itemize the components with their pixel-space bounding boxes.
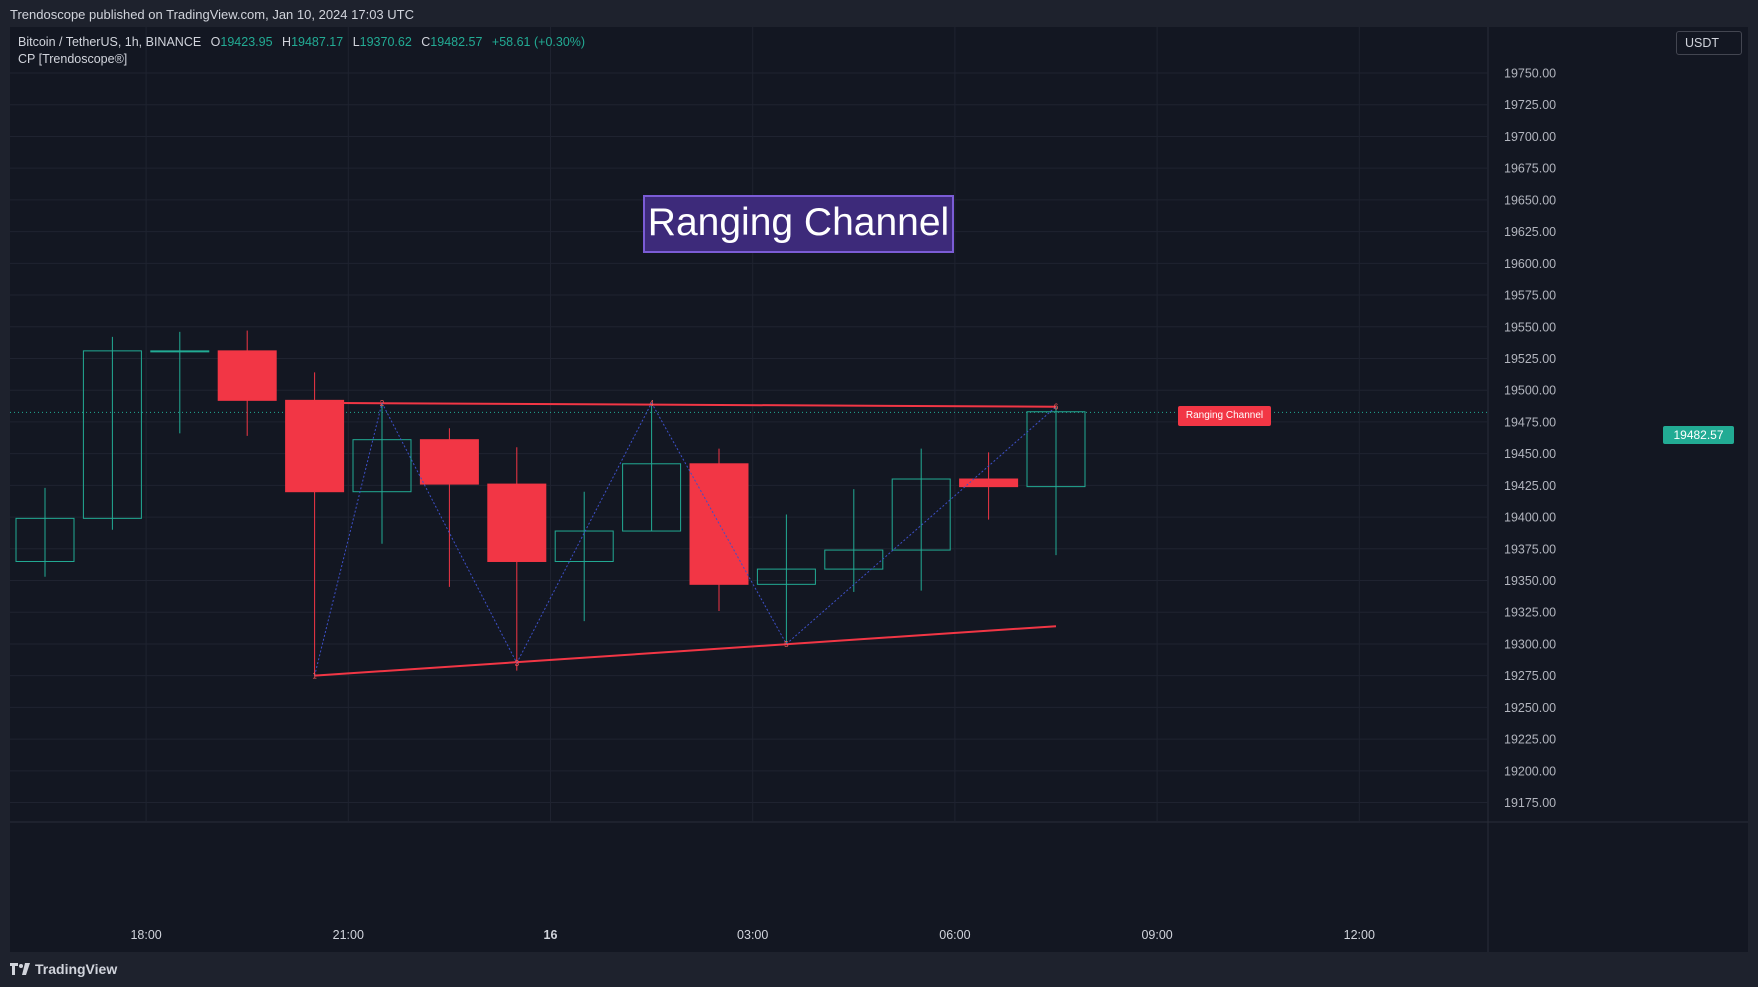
pivot-label: 6 (1054, 403, 1059, 412)
price-tick-label: 19200.00 (1504, 764, 1556, 778)
time-tick-label: 21:00 (333, 928, 364, 942)
price-axis[interactable]: 19750.00 19725.00 19700.00 19675.00 19650.00… (1504, 67, 1556, 811)
channel-lines (314, 401, 1057, 677)
low-label: L (352, 35, 360, 49)
zigzag-segment (516, 402, 653, 664)
candle-body (285, 399, 345, 493)
grid-lines (10, 27, 1748, 952)
candle-body (352, 439, 412, 493)
price-tick-label: 19300.00 (1504, 637, 1556, 651)
pivot-label: 5 (784, 640, 789, 649)
candle-body (150, 350, 210, 353)
price-tick-label: 19575.00 (1504, 289, 1556, 303)
pattern-title-label: Ranging Channel (643, 195, 954, 253)
close-value: 19482.57 (430, 35, 483, 49)
channel-tag-label: Ranging Channel (1178, 406, 1271, 426)
price-tick-label: 19350.00 (1504, 574, 1556, 588)
price-tick-label: 19550.00 (1504, 320, 1556, 334)
pivot-label: 3 (515, 659, 520, 668)
time-tick-label: 12:00 (1344, 928, 1375, 942)
candle-body (891, 478, 951, 551)
candle-body (622, 463, 682, 532)
tradingview-brand[interactable]: TradingView (10, 961, 117, 977)
close-label: C (421, 35, 431, 49)
price-tick-label: 19750.00 (1504, 67, 1556, 81)
time-tick-label: 03:00 (737, 928, 768, 942)
pivot-label: 1 (312, 672, 317, 681)
time-tick-label: 06:00 (939, 928, 970, 942)
price-tick-label: 19625.00 (1504, 225, 1556, 239)
candle-body (756, 568, 816, 585)
price-tick-label: 19175.00 (1504, 796, 1556, 810)
time-tick-label: 18:00 (130, 928, 161, 942)
channel-lower-line (314, 625, 1057, 677)
price-tick-label: 19675.00 (1504, 162, 1556, 176)
candle-body (1026, 411, 1086, 488)
price-tick-label: 19325.00 (1504, 606, 1556, 620)
indicator-name[interactable]: CP [Trendoscope®] (18, 52, 128, 66)
pivot-label: 2 (380, 399, 385, 408)
time-tick-label: 16 (544, 928, 558, 942)
zigzag-segment (314, 402, 383, 676)
candle-body (487, 483, 547, 562)
price-tick-label: 19700.00 (1504, 130, 1556, 144)
publish-header: Trendoscope published on TradingView.com… (0, 0, 1758, 27)
zigzag-pattern: 1 2 3 4 5 6 (312, 399, 1058, 681)
currency-button[interactable]: USDT (1676, 31, 1742, 55)
price-tick-label: 19500.00 (1504, 384, 1556, 398)
brand-name: TradingView (35, 961, 118, 977)
pivot-label: 4 (649, 399, 654, 408)
price-tick-label: 19450.00 (1504, 447, 1556, 461)
price-tick-label: 19375.00 (1504, 542, 1556, 556)
last-price-badge: 19482.57 (1663, 426, 1734, 444)
price-tick-label: 19475.00 (1504, 415, 1556, 429)
candle-body (217, 350, 277, 401)
open-value: 19423.95 (220, 35, 273, 49)
high-value: 19487.17 (291, 35, 344, 49)
ohlc-row: Bitcoin / TetherUS, 1h, BINANCE O19423.9… (18, 34, 585, 51)
footer: TradingView (0, 952, 1758, 987)
time-axis[interactable]: 18:00 21:00 16 03:00 06:00 09:00 12:00 (130, 928, 1375, 942)
price-tick-label: 19600.00 (1504, 257, 1556, 271)
indicator-row: CP [Trendoscope®] (18, 51, 585, 68)
price-tick-label: 19425.00 (1504, 479, 1556, 493)
open-label: O (210, 35, 221, 49)
price-tick-label: 19725.00 (1504, 98, 1556, 112)
time-tick-label: 09:00 (1141, 928, 1172, 942)
price-tick-label: 19250.00 (1504, 701, 1556, 715)
candle-body (82, 350, 142, 519)
price-tick-label: 19225.00 (1504, 733, 1556, 747)
candle-body (689, 463, 749, 585)
symbol-name[interactable]: Bitcoin / TetherUS, 1h, BINANCE (18, 35, 202, 49)
price-tick-label: 19525.00 (1504, 352, 1556, 366)
candle-body (419, 439, 479, 485)
candle-body (15, 517, 75, 562)
publish-line: Trendoscope published on TradingView.com… (10, 7, 414, 22)
chart-area[interactable]: 18:00 21:00 16 03:00 06:00 09:00 12:00 19750.0… (10, 27, 1748, 952)
change-value: +58.61 (+0.30%) (491, 35, 586, 49)
channel-upper-line (314, 401, 1057, 408)
price-chart[interactable]: 18:00 21:00 16 03:00 06:00 09:00 12:00 19750.0… (10, 27, 1748, 952)
tradingview-logo-icon (10, 963, 30, 975)
symbol-legend: Bitcoin / TetherUS, 1h, BINANCE O19423.9… (18, 34, 585, 68)
candles (15, 330, 1086, 676)
price-tick-label: 19400.00 (1504, 511, 1556, 525)
low-value: 19370.62 (359, 35, 412, 49)
zigzag-segment (381, 402, 518, 664)
price-tick-label: 19275.00 (1504, 669, 1556, 683)
candle-body (554, 530, 614, 562)
high-label: H (282, 35, 292, 49)
candle-body (959, 478, 1019, 488)
price-tick-label: 19650.00 (1504, 193, 1556, 207)
